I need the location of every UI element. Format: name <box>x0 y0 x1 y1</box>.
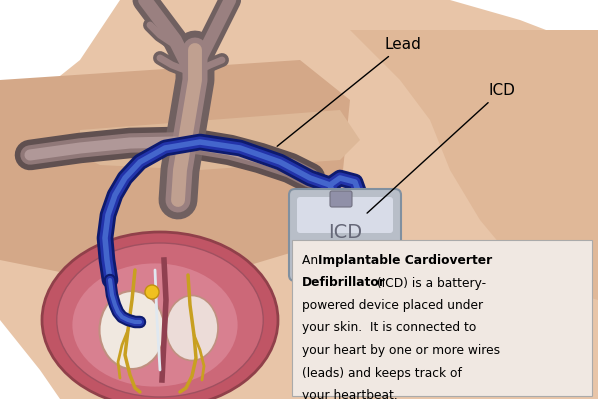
Ellipse shape <box>99 291 164 369</box>
Circle shape <box>145 285 159 299</box>
Ellipse shape <box>166 296 218 361</box>
Ellipse shape <box>72 263 237 387</box>
Text: ICD: ICD <box>367 83 515 213</box>
Text: your skin.  It is connected to: your skin. It is connected to <box>302 322 477 334</box>
FancyBboxPatch shape <box>330 191 352 207</box>
Text: Lead: Lead <box>277 37 422 146</box>
Text: Defibrillator: Defibrillator <box>302 277 386 290</box>
FancyBboxPatch shape <box>292 240 592 396</box>
Text: ICD: ICD <box>328 223 362 243</box>
Text: your heartbeat.: your heartbeat. <box>302 389 398 399</box>
Polygon shape <box>0 0 120 120</box>
Ellipse shape <box>57 243 263 397</box>
Text: An: An <box>302 254 322 267</box>
Polygon shape <box>540 50 598 250</box>
Text: powered device placed under: powered device placed under <box>302 299 483 312</box>
Polygon shape <box>80 110 360 170</box>
FancyBboxPatch shape <box>289 189 401 281</box>
Ellipse shape <box>42 232 278 399</box>
Polygon shape <box>0 320 60 399</box>
Polygon shape <box>0 60 350 280</box>
FancyBboxPatch shape <box>297 197 393 233</box>
Polygon shape <box>350 30 598 300</box>
Text: your heart by one or more wires: your heart by one or more wires <box>302 344 500 357</box>
Text: (ICD) is a battery-: (ICD) is a battery- <box>373 277 486 290</box>
Text: Implantable Cardioverter: Implantable Cardioverter <box>318 254 493 267</box>
Polygon shape <box>450 0 598 50</box>
Text: (leads) and keeps track of: (leads) and keeps track of <box>302 367 462 379</box>
